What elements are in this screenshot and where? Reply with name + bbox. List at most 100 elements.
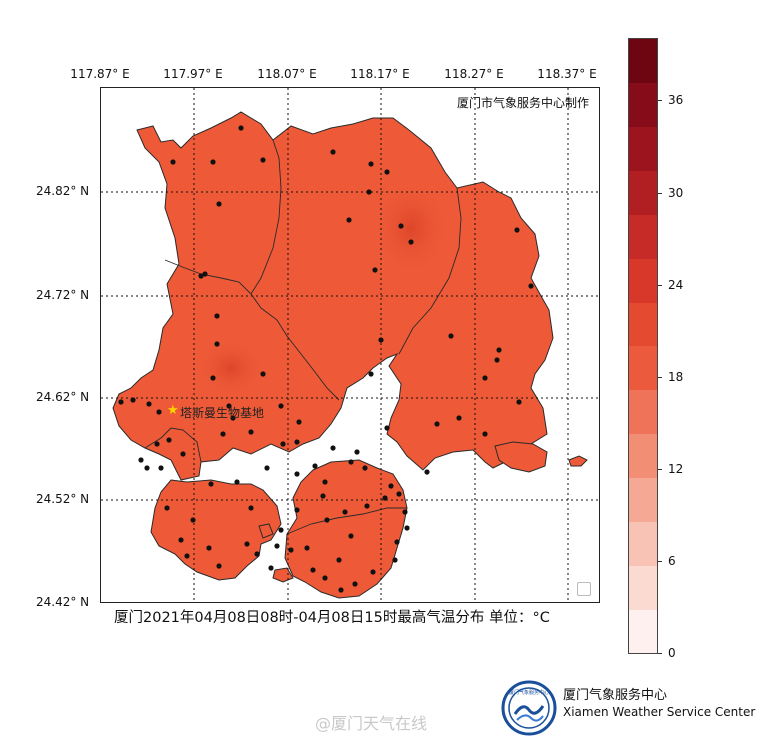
station-dot [294, 507, 300, 513]
land-small-island-east [494, 441, 548, 473]
hot-zone-west [196, 338, 266, 398]
lat-label-24.62: 24.62° N [36, 390, 90, 404]
station-dot [482, 375, 488, 381]
station-dot [362, 465, 368, 471]
station-dot [288, 547, 294, 553]
lon-label-118.07: 118.07° E [257, 67, 317, 81]
station-dot [320, 493, 326, 499]
station-dot [338, 587, 344, 593]
station-dot [330, 149, 336, 155]
district-boundary-5 [286, 507, 407, 535]
colorbar-band [629, 565, 657, 610]
colorbar-band [629, 477, 657, 522]
org-name-en: Xiamen Weather Service Center [563, 705, 756, 719]
colorbar-band [629, 39, 657, 84]
colorbar-band [629, 433, 657, 479]
colorbar-tick-mark [658, 192, 662, 194]
station-dot [220, 431, 226, 437]
map-credit: 厦门市气象服务中心制作 [456, 96, 589, 110]
land-xiamen-island [284, 459, 408, 599]
land-small-island-west [258, 523, 274, 539]
station-dot [198, 273, 204, 279]
station-dot [336, 557, 342, 563]
station-dot [396, 491, 402, 497]
station-dot [368, 161, 374, 167]
station-dot [434, 421, 440, 427]
station-dot [248, 429, 254, 435]
station-dot [304, 545, 310, 551]
lon-label-117.87: 117.87° E [70, 67, 130, 81]
colorbar-band [629, 609, 657, 653]
station-dot [238, 125, 244, 131]
station-dot [312, 463, 318, 469]
station-dot [342, 509, 348, 515]
station-dot [216, 201, 222, 207]
station-dot [424, 469, 430, 475]
colorbar-band [629, 214, 657, 259]
station-dot [494, 357, 500, 363]
station-dot [354, 449, 360, 455]
station-dot [154, 441, 160, 447]
station-dot [260, 157, 266, 163]
station-dot [164, 505, 170, 511]
station-dot [202, 271, 208, 277]
station-dot [528, 283, 534, 289]
station-dot [368, 371, 374, 377]
colorbar-tick-mark [658, 560, 662, 562]
station-dot [370, 569, 376, 575]
station-dot [138, 457, 144, 463]
station-dot [118, 399, 124, 405]
station-dot [166, 437, 172, 443]
station-dot [322, 479, 328, 485]
colorbar-band [629, 82, 657, 128]
station-dot [278, 527, 284, 533]
district-boundary-2 [250, 139, 282, 295]
station-dot [310, 567, 316, 573]
colorbar-tick-label: 12 [668, 461, 684, 476]
station-dot [366, 189, 372, 195]
hot-zone-north [371, 178, 451, 278]
station-dot [404, 525, 410, 531]
station-dot [278, 403, 284, 409]
colorbar-tick-mark [658, 653, 662, 654]
station-dot [496, 347, 502, 353]
lon-label-118.17: 118.17° E [350, 67, 410, 81]
station-dot [260, 371, 266, 377]
station-dot [210, 159, 216, 165]
station-dot [408, 239, 414, 245]
station-dot [456, 415, 462, 421]
lat-label-24.82: 24.82° N [36, 184, 90, 198]
colorbar-band [629, 521, 657, 566]
colorbar-tick-mark [658, 468, 662, 470]
district-boundary-3 [398, 187, 462, 355]
station-dot [392, 557, 398, 563]
logo-text: 厦门气象服务中心 [509, 689, 549, 696]
station-dot [388, 483, 394, 489]
colorbar-band [629, 302, 657, 347]
station-dot [346, 217, 352, 223]
district-boundary-4 [144, 427, 202, 463]
station-dot [482, 431, 488, 437]
watermark: @厦门天气在线 [315, 714, 428, 733]
station-dot [324, 517, 330, 523]
temperature-map: 厦门市气象服务中心制作 ★ 塔斯曼生物基地 [100, 87, 600, 603]
station-dot [156, 409, 162, 415]
station-dot [210, 375, 216, 381]
station-dot [294, 471, 300, 477]
colorbar-tick-label: 36 [668, 93, 684, 108]
station-dot [330, 445, 336, 451]
station-dot [178, 537, 184, 543]
colorbar-tick-mark [658, 100, 662, 102]
station-dot [372, 267, 378, 273]
station-dot [226, 403, 232, 409]
colorbar-tick-mark [658, 376, 662, 378]
colorbar-band [629, 170, 657, 215]
station-dot [130, 397, 136, 403]
colorbar-band [629, 258, 657, 303]
corner-box [577, 582, 591, 596]
land-small-island-far-east [568, 455, 588, 467]
site-label: 塔斯曼生物基地 [180, 406, 265, 420]
colorbar-tick-label: 30 [668, 185, 684, 200]
station-dot [254, 551, 260, 557]
map-caption: 厦门2021年04月08日08时-04月08日15时最高气温分布 单位：°C [114, 610, 550, 626]
